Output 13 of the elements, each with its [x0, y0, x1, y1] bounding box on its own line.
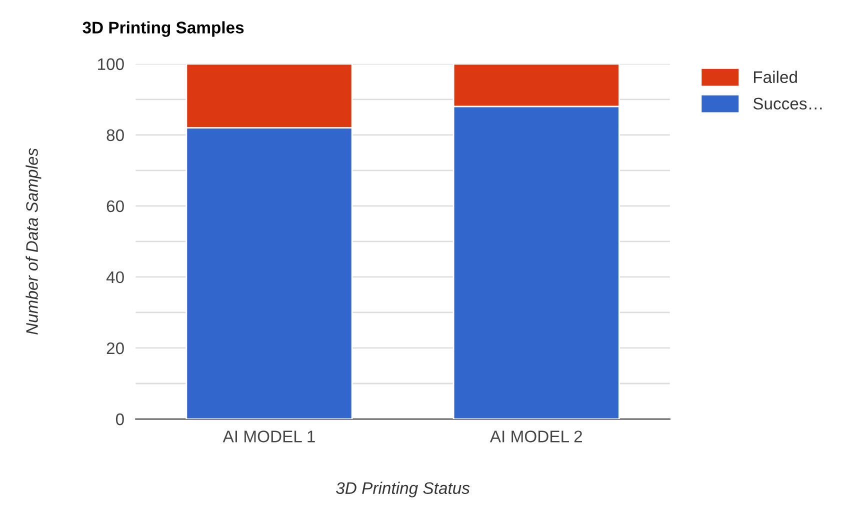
y-tick-label: 60 [106, 200, 124, 212]
legend-label: Failed [754, 70, 797, 84]
y-tick-label: 80 [106, 129, 124, 142]
y-tick-label: 100 [98, 58, 124, 70]
chart-title: 3D Printing Samples [82, 21, 244, 37]
y-tick-label: 0 [116, 413, 124, 426]
y-axis-title: Number of Data Samples [26, 148, 42, 334]
legend-label: Succes… [753, 98, 822, 110]
y-tick-label: 20 [106, 342, 124, 354]
y-tick-label: 40 [106, 271, 124, 284]
x-axis-title: 3D Printing Status [336, 482, 470, 498]
x-tick-label: AI MODEL 1 [222, 430, 315, 442]
x-tick-label: AI MODEL 2 [490, 430, 582, 442]
